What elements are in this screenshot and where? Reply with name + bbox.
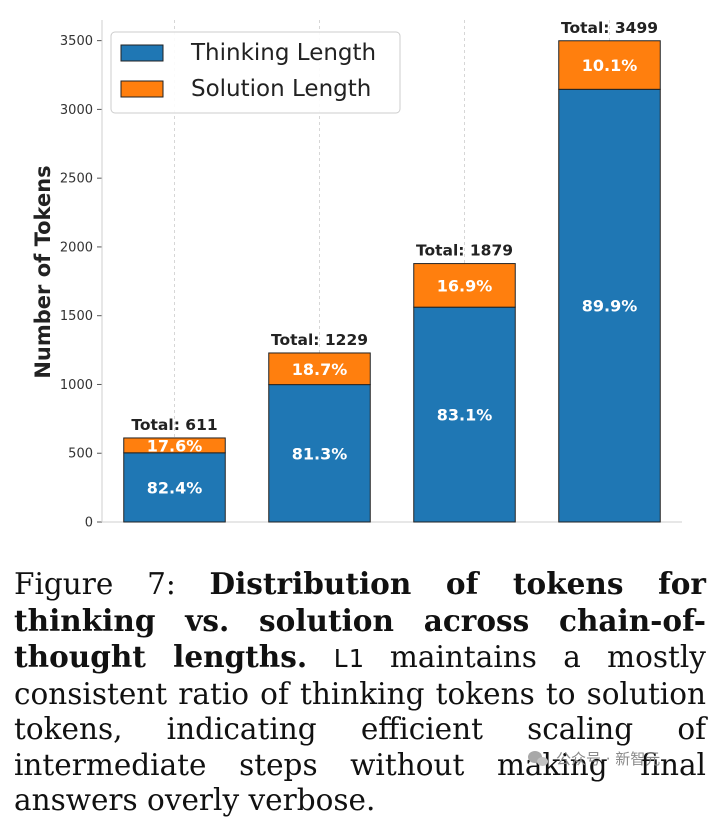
solution-percent-label: 10.1% (582, 56, 638, 75)
bar-solution (123, 437, 226, 454)
thinking-percent-label: 89.9% (582, 297, 638, 316)
y-tick-label: 3500 (60, 34, 93, 49)
bar-thinking (268, 384, 371, 523)
thinking-percent-label: 81.3% (292, 444, 348, 463)
thinking-percent-label: 83.1% (437, 406, 493, 425)
legend-swatch (120, 80, 164, 98)
total-label: Total: 1879 (416, 242, 513, 260)
y-tick-label: 2500 (60, 172, 93, 187)
solution-percent-label: 18.7% (292, 360, 348, 379)
figure-title: Distribution of tokens for thinking vs. … (14, 566, 706, 674)
total-label: Total: 3499 (561, 19, 658, 37)
bar-solution (413, 263, 516, 308)
legend-box (110, 31, 401, 114)
y-tick-label: 500 (68, 447, 93, 462)
bar-thinking (413, 306, 516, 523)
y-tick-label: 0 (85, 516, 93, 531)
legend-entry: Solution Length (191, 76, 371, 102)
solution-percent-label: 17.6% (147, 436, 203, 455)
y-tick-label: 1500 (60, 309, 93, 324)
model-name: L1 (333, 644, 364, 673)
y-tick-label: 1000 (60, 378, 93, 393)
stacked-bar-chart: 0 500 1000 1500 2000 2500 3000 3500 82.4% 17.6% T… (31, 19, 682, 531)
total-label: Total: 1229 (271, 331, 368, 349)
total-label: Total: 611 (131, 416, 217, 434)
solution-percent-label: 16.9% (437, 276, 493, 295)
watermark: 公众号 · 新智元 (528, 748, 660, 769)
legend-swatch (120, 44, 164, 62)
y-axis-label: Number of Tokens (31, 165, 55, 378)
bars (123, 40, 661, 523)
bar-labels: 82.4% 17.6% Total: 611 81.3% 18.7% Total: 122… (131, 19, 658, 498)
figure-label: Figure 7: (14, 567, 176, 601)
y-tick-label: 2000 (60, 240, 93, 255)
wechat-icon (528, 750, 550, 768)
legend-entry: Thinking Length (190, 40, 376, 66)
bar-solution (268, 352, 371, 386)
y-tick-label: 3000 (60, 103, 93, 118)
thinking-percent-label: 82.4% (147, 478, 203, 497)
figure-body: maintains a mostly consistent ratio of t… (14, 640, 706, 817)
bar-thinking (123, 452, 226, 523)
legend: Thinking Length Solution Length (110, 31, 401, 114)
bar-solution (558, 40, 661, 90)
watermark-text: 公众号 · 新智元 (556, 750, 661, 768)
figure-caption: Figure 7: Distribution of tokens for thi… (14, 566, 706, 819)
